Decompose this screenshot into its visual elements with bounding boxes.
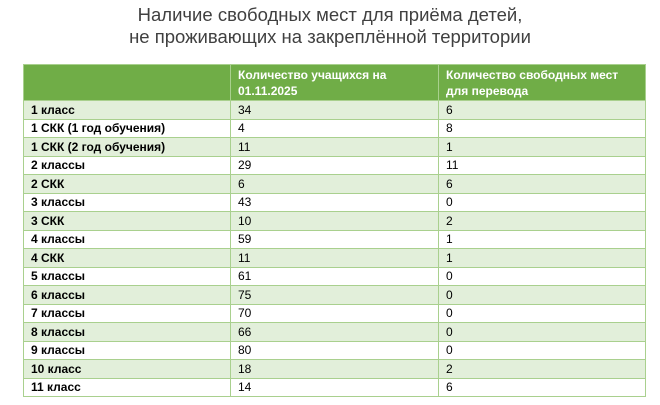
table-row: 10 класс 18 2 — [23, 359, 646, 379]
students-count-cell: 11 — [230, 137, 439, 157]
students-count-cell: 66 — [230, 322, 439, 342]
table-row: 3 СКК 10 2 — [23, 211, 646, 231]
students-count-cell: 80 — [230, 340, 439, 360]
students-count-cell: 10 — [230, 211, 439, 231]
students-count-cell: 43 — [230, 192, 439, 212]
free-places-cell: 2 — [438, 359, 646, 379]
students-count-cell: 29 — [230, 155, 439, 175]
header-free-places: Количество свободных мест для перевода — [438, 64, 646, 101]
class-name-cell: 11 класс — [23, 377, 231, 397]
free-places-cell: 0 — [438, 266, 646, 286]
table-row: 3 классы 43 0 — [23, 192, 646, 212]
table-row: 1 СКК (2 год обучения) 11 1 — [23, 137, 646, 157]
free-places-cell: 0 — [438, 340, 646, 360]
free-places-cell: 11 — [438, 155, 646, 175]
table-row: 5 классы 61 0 — [23, 266, 646, 286]
free-places-cell: 0 — [438, 285, 646, 305]
class-name-cell: 2 классы — [23, 155, 231, 175]
class-name-cell: 7 классы — [23, 303, 231, 323]
students-count-cell: 6 — [230, 174, 439, 194]
header-class — [23, 64, 231, 101]
class-name-cell: 4 классы — [23, 229, 231, 249]
free-places-cell: 8 — [438, 118, 646, 138]
table-row: 4 классы 59 1 — [23, 229, 646, 249]
free-places-cell: 0 — [438, 303, 646, 323]
free-places-cell: 2 — [438, 211, 646, 231]
table-header-row: Количество учащихся на 01.11.2025 Количе… — [23, 64, 646, 101]
vacancy-table: Количество учащихся на 01.11.2025 Количе… — [23, 64, 646, 397]
class-name-cell: 5 классы — [23, 266, 231, 286]
table-row: 8 классы 66 0 — [23, 322, 646, 342]
class-name-cell: 4 СКК — [23, 248, 231, 268]
table-body: 1 класс 34 6 1 СКК (1 год обучения) 4 8 1 СКК … — [23, 100, 646, 397]
table-row: 11 класс 14 6 — [23, 377, 646, 397]
free-places-cell: 1 — [438, 137, 646, 157]
title-line-1: Наличие свободных мест для приёма детей, — [137, 4, 523, 25]
students-count-cell: 14 — [230, 377, 439, 397]
class-name-cell: 8 классы — [23, 322, 231, 342]
header-students: Количество учащихся на 01.11.2025 — [230, 64, 439, 101]
free-places-cell: 6 — [438, 377, 646, 397]
table-row: 2 СКК 6 6 — [23, 174, 646, 194]
table-row: 4 СКК 11 1 — [23, 248, 646, 268]
free-places-cell: 1 — [438, 229, 646, 249]
class-name-cell: 9 классы — [23, 340, 231, 360]
class-name-cell: 3 классы — [23, 192, 231, 212]
free-places-cell: 6 — [438, 174, 646, 194]
class-name-cell: 1 класс — [23, 100, 231, 120]
students-count-cell: 75 — [230, 285, 439, 305]
class-name-cell: 10 класс — [23, 359, 231, 379]
students-count-cell: 4 — [230, 118, 439, 138]
students-count-cell: 34 — [230, 100, 439, 120]
table-row: 2 классы 29 11 — [23, 155, 646, 175]
free-places-cell: 1 — [438, 248, 646, 268]
class-name-cell: 1 СКК (1 год обучения) — [23, 118, 231, 138]
students-count-cell: 18 — [230, 359, 439, 379]
students-count-cell: 11 — [230, 248, 439, 268]
table-row: 9 классы 80 0 — [23, 340, 646, 360]
table-row: 1 класс 34 6 — [23, 100, 646, 120]
free-places-cell: 0 — [438, 192, 646, 212]
students-count-cell: 59 — [230, 229, 439, 249]
table-row: 6 классы 75 0 — [23, 285, 646, 305]
class-name-cell: 3 СКК — [23, 211, 231, 231]
class-name-cell: 6 классы — [23, 285, 231, 305]
table-row: 1 СКК (1 год обучения) 4 8 — [23, 118, 646, 138]
class-name-cell: 1 СКК (2 год обучения) — [23, 137, 231, 157]
table-row: 7 классы 70 0 — [23, 303, 646, 323]
students-count-cell: 61 — [230, 266, 439, 286]
free-places-cell: 0 — [438, 322, 646, 342]
title-line-2: не проживающих на закреплённой территори… — [129, 26, 531, 47]
class-name-cell: 2 СКК — [23, 174, 231, 194]
students-count-cell: 70 — [230, 303, 439, 323]
page-title: Наличие свободных мест для приёма детей,… — [0, 4, 660, 48]
free-places-cell: 6 — [438, 100, 646, 120]
